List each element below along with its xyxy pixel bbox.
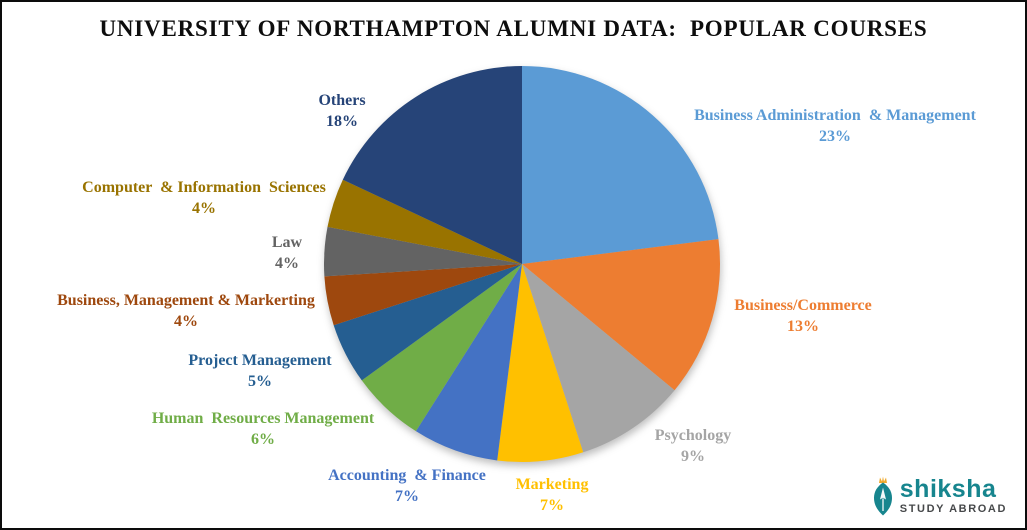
pie-slice-project-management (333, 264, 522, 381)
chart-title: UNIVERSITY OF NORTHAMPTON ALUMNI DATA: P… (99, 16, 928, 41)
shiksha-logo: shiksha STUDY ABROAD (871, 476, 1007, 516)
pie-slice-business-administration-management (522, 66, 719, 264)
pie-slice-computer-information-sciences (327, 179, 522, 264)
pie-slices (324, 66, 721, 463)
pie-slice-human-resources-management (361, 264, 522, 432)
pen-nib-icon (873, 476, 892, 516)
pie-slice-business-commerce (522, 239, 721, 391)
pie-slice-accounting-finance (415, 264, 522, 461)
logo-brand: shiksha (899, 475, 997, 503)
pie-slice-marketing (497, 264, 584, 463)
pie-slice-psychology (522, 264, 675, 453)
pie-slice-law (324, 226, 522, 277)
pie-slice-business-management-markerting (324, 264, 522, 326)
pie-slice-others (342, 66, 522, 264)
logo-tagline: STUDY ABROAD (899, 503, 1007, 515)
